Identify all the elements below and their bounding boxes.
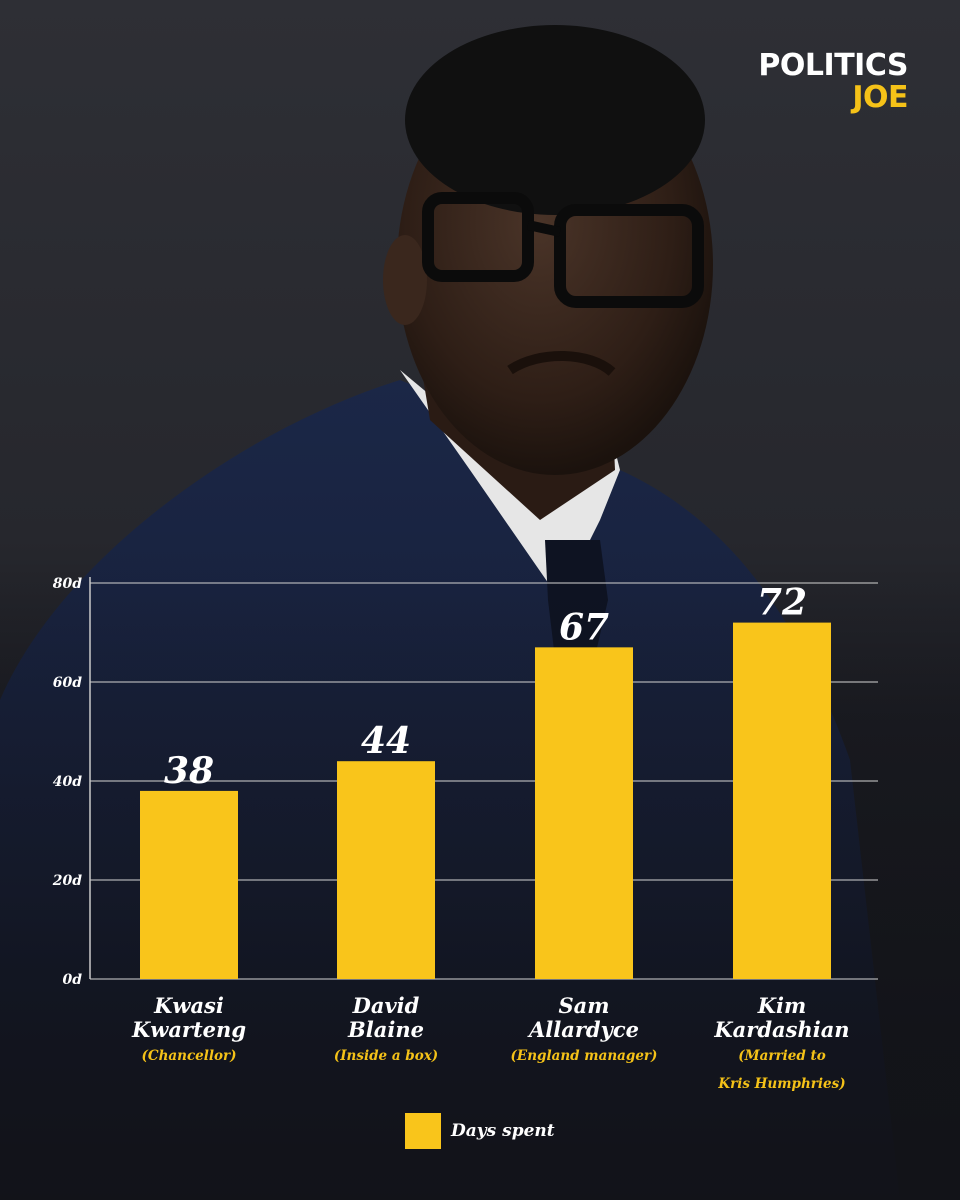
bar <box>733 622 831 979</box>
y-axis: 0d 20d 40d 60d 80d <box>52 576 91 988</box>
category-label: Kardashian <box>713 1017 849 1042</box>
category-subtitle: (Inside a box) <box>334 1048 438 1064</box>
y-tick-label: 0d <box>62 972 82 988</box>
bar <box>337 761 435 979</box>
category-subtitle: (England manager) <box>511 1048 658 1064</box>
data-labels: 38 44 67 72 <box>164 582 807 792</box>
category-label: Blaine <box>347 1017 424 1042</box>
category-label: Kwasi <box>153 993 224 1018</box>
category-subtitle: Kris Humphries) <box>717 1076 845 1092</box>
y-tick-label: 80d <box>53 576 82 592</box>
legend-swatch <box>405 1113 441 1149</box>
politics-joe-logo: POLITICS JOE <box>758 50 908 114</box>
bars <box>140 622 831 979</box>
data-label: 44 <box>361 720 411 762</box>
bar <box>140 790 238 979</box>
bar <box>535 647 633 979</box>
category-subtitle: (Married to <box>738 1048 825 1064</box>
logo-line-1: POLITICS <box>758 48 908 83</box>
y-tick-label: 60d <box>53 675 82 691</box>
data-label: 67 <box>559 606 609 648</box>
data-label: 38 <box>164 750 214 792</box>
y-tick-label: 20d <box>52 873 82 889</box>
category-label: Kim <box>757 993 806 1018</box>
y-tick-label: 40d <box>53 774 82 790</box>
category-subtitle: (Chancellor) <box>141 1048 236 1064</box>
logo-line-2: JOE <box>852 80 908 115</box>
category-label: Kwarteng <box>131 1017 246 1042</box>
legend-label: Days spent <box>451 1121 555 1141</box>
legend: Days spent <box>405 1113 555 1149</box>
category-label: Allardyce <box>527 1017 639 1042</box>
category-label: David <box>352 993 420 1018</box>
category-label: Sam <box>559 993 610 1018</box>
data-label: 72 <box>757 582 807 624</box>
